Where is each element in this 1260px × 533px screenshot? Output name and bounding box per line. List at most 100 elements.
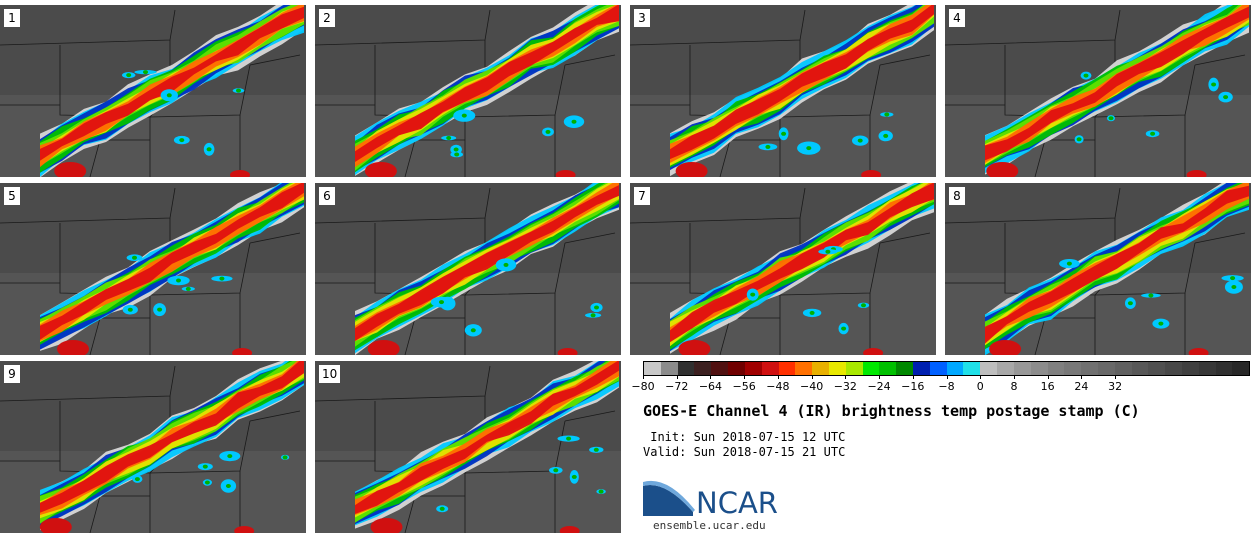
colorbar-swatch xyxy=(1131,362,1149,375)
colorbar-swatch xyxy=(1165,362,1182,375)
colorbar-tick xyxy=(676,375,678,379)
colorbar-swatch xyxy=(1182,362,1199,375)
colorbar-tick xyxy=(744,375,746,379)
colorbar-swatch xyxy=(1232,362,1250,375)
colorbar-tick xyxy=(811,375,813,379)
stamp-label: 6 xyxy=(319,187,335,205)
stamp-panel-5: 5 xyxy=(0,183,306,355)
ir-map xyxy=(630,183,936,355)
colorbar-swatch xyxy=(828,362,846,375)
stamp-label: 2 xyxy=(319,9,335,27)
colorbar-swatch xyxy=(795,362,813,375)
ir-map xyxy=(315,5,621,177)
colorbar-tick-label: −48 xyxy=(766,380,790,393)
colorbar-tick-label: −64 xyxy=(698,380,723,393)
colorbar-tick-label: −16 xyxy=(901,380,925,393)
colorbar-tick xyxy=(912,375,914,379)
colorbar-swatch xyxy=(946,362,964,375)
colorbar-tick-label: 8 xyxy=(1010,380,1018,393)
colorbar-swatch xyxy=(677,362,695,375)
ir-map xyxy=(315,361,621,533)
stamp-panel-3: 3 xyxy=(630,5,936,177)
colorbar-tick-label: −56 xyxy=(732,380,756,393)
ir-map xyxy=(0,361,306,533)
colorbar-swatch xyxy=(694,362,712,375)
colorbar-swatch xyxy=(980,362,998,375)
ncar-wordmark: NCAR xyxy=(696,486,778,520)
colorbar-swatch xyxy=(1148,362,1166,375)
colorbar-tick-label: 24 xyxy=(1074,380,1089,393)
colorbar-swatch xyxy=(761,362,779,375)
colorbar-tick xyxy=(1013,375,1015,379)
colorbar-swatch xyxy=(1198,362,1216,375)
colorbar-swatch xyxy=(913,362,930,375)
colorbar-tick xyxy=(710,375,712,379)
colorbar-tick-label: −32 xyxy=(833,380,857,393)
stamp-label: 9 xyxy=(4,365,20,383)
init-time: Init: Sun 2018-07-15 12 UTC xyxy=(643,430,846,444)
colorbar-tick xyxy=(1047,375,1049,379)
colorbar-tick-label: −72 xyxy=(665,380,689,393)
colorbar-swatch xyxy=(862,362,880,375)
colorbar-swatch xyxy=(963,362,981,375)
colorbar-swatch xyxy=(812,362,829,375)
site-url: ensemble.ucar.edu xyxy=(653,519,766,532)
ir-map xyxy=(945,5,1251,177)
stamp-panel-6: 6 xyxy=(315,183,621,355)
colorbar-swatch xyxy=(1097,362,1115,375)
colorbar-tick xyxy=(980,375,982,379)
stamp-label: 10 xyxy=(319,365,341,383)
colorbar-swatch xyxy=(778,362,796,375)
colorbar-tick-label: 0 xyxy=(976,380,984,393)
colorbar-tick-label: 32 xyxy=(1108,380,1123,393)
colorbar-swatch xyxy=(1047,362,1065,375)
stamp-panel-10: 10 xyxy=(315,361,621,533)
colorbar-swatch xyxy=(1114,362,1132,375)
colorbar-swatch xyxy=(1064,362,1082,375)
ir-map xyxy=(945,183,1251,355)
colorbar-swatch xyxy=(728,362,745,375)
colorbar-tick xyxy=(946,375,948,379)
stamp-panel-4: 4 xyxy=(945,5,1251,177)
stamp-label: 7 xyxy=(634,187,650,205)
colorbar-tick-label: −40 xyxy=(800,380,824,393)
colorbar-tick xyxy=(845,375,847,379)
valid-time: Valid: Sun 2018-07-15 21 UTC xyxy=(643,445,846,459)
stamp-panel-8: 8 xyxy=(945,183,1251,355)
colorbar-swatch xyxy=(845,362,863,375)
colorbar-swatch xyxy=(1030,362,1048,375)
page-title: GOES-E Channel 4 (IR) brightness temp po… xyxy=(643,402,1140,420)
colorbar-tick xyxy=(643,375,644,379)
colorbar-swatch xyxy=(1081,362,1098,375)
stamp-panel-2: 2 xyxy=(315,5,621,177)
colorbar-swatch xyxy=(644,362,661,375)
colorbar-tick-label: 16 xyxy=(1040,380,1055,393)
stamp-label: 3 xyxy=(634,9,650,27)
ncar-logo-icon xyxy=(643,480,695,516)
stamp-label: 5 xyxy=(4,187,20,205)
colorbar-swatch xyxy=(1215,362,1233,375)
colorbar-swatch xyxy=(879,362,897,375)
colorbar xyxy=(643,361,1250,376)
colorbar-tick-label: −8 xyxy=(938,380,955,393)
stamp-panel-9: 9 xyxy=(0,361,306,533)
colorbar-swatch xyxy=(929,362,947,375)
ir-map xyxy=(0,183,306,355)
colorbar-swatch xyxy=(997,362,1014,375)
stamp-panel-7: 7 xyxy=(630,183,936,355)
stamp-label: 8 xyxy=(949,187,965,205)
colorbar-swatch xyxy=(896,362,913,375)
ir-map xyxy=(315,183,621,355)
colorbar-tick xyxy=(1081,375,1083,379)
colorbar-tick-label: −24 xyxy=(867,380,891,393)
ir-map xyxy=(0,5,306,177)
stamp-label: 1 xyxy=(4,9,20,27)
stamp-panel-1: 1 xyxy=(0,5,306,177)
stamp-label: 4 xyxy=(949,9,965,27)
colorbar-swatch xyxy=(744,362,762,375)
colorbar-swatch xyxy=(660,362,678,375)
colorbar-tick xyxy=(1115,375,1117,379)
colorbar-tick xyxy=(777,375,779,379)
colorbar-swatch xyxy=(1013,362,1031,375)
colorbar-tick-label: −80 xyxy=(631,380,655,393)
